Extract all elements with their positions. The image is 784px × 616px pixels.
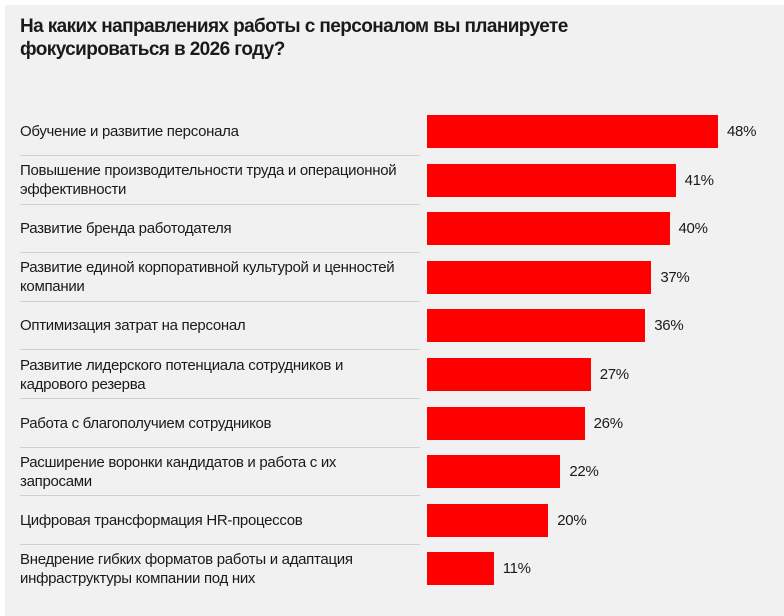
bar: [427, 358, 591, 391]
data-label: 26%: [593, 414, 623, 432]
category-label: Повышение производительности труда и опе…: [20, 162, 397, 199]
category-label: Оптимизация затрат на персонал: [20, 317, 246, 335]
data-label: 37%: [660, 268, 690, 286]
row-separator: [20, 495, 420, 496]
row-separator: [20, 155, 420, 156]
bar: [427, 309, 646, 343]
row-separator: [20, 398, 420, 399]
row-separator: [20, 252, 420, 253]
row-separator: [20, 544, 420, 545]
data-label: 11%: [502, 560, 531, 578]
bar: [427, 260, 652, 294]
category-label: Развитие единой корпоративной культурой …: [20, 259, 395, 296]
data-label: 22%: [569, 463, 599, 481]
row-separator: [20, 301, 420, 302]
data-label: 48%: [727, 123, 757, 140]
category-label: Развитие бренда работодателя: [20, 220, 232, 238]
data-label: 41%: [684, 171, 714, 189]
bar: [427, 503, 549, 537]
category-label: Обучение и развитие персонала: [20, 123, 239, 140]
data-label: 40%: [678, 220, 708, 238]
category-label: Цифровая трансформация HR-процессов: [20, 511, 303, 529]
row-separator: [20, 204, 420, 205]
bar: [427, 406, 585, 440]
row-separator: [20, 447, 420, 448]
category-label: Развитие лидерского потенциала сотрудник…: [20, 356, 344, 393]
data-label: 27%: [599, 366, 629, 383]
chart-panel: [5, 5, 784, 616]
bar: [427, 455, 561, 489]
category-label: Работа с благополучием сотрудников: [20, 414, 272, 432]
bar: [427, 212, 670, 246]
data-label: 20%: [557, 511, 587, 529]
row-separator: [20, 349, 420, 350]
category-label: Расширение воронки кандидатов и работа с…: [20, 453, 337, 490]
bar: [427, 552, 494, 586]
data-label: 36%: [654, 317, 684, 335]
bar: [427, 163, 676, 197]
bar: [427, 115, 718, 148]
category-label: Внедрение гибких форматов работы и адапт…: [20, 550, 353, 587]
chart-title: На каких направлениях работы с персонало…: [20, 16, 568, 60]
